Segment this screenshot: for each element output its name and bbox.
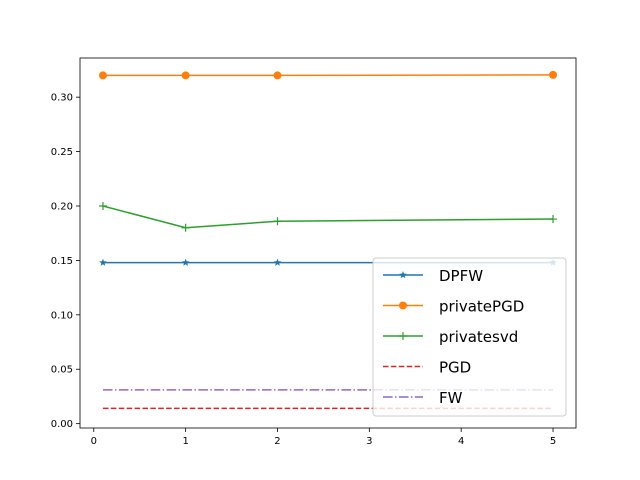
series-privatesvd <box>98 202 558 232</box>
x-tick-label: 5 <box>550 436 556 447</box>
y-tick-label: 0.05 <box>51 365 73 376</box>
data-point-privatesvd <box>98 202 107 210</box>
axes-layer: 0 1 2 3 4 5 0.00 0.05 0.10 0.15 0.20 0.25 0.30 <box>51 93 556 447</box>
legend-box <box>372 257 567 417</box>
x-tick-label: 2 <box>274 436 280 447</box>
data-point-privatePGD <box>273 71 282 80</box>
x-tick-label: 0 <box>91 436 97 447</box>
x-tick-label: 3 <box>366 436 372 447</box>
y-tick-label: 0.15 <box>51 256 73 267</box>
data-point-privatePGD <box>98 71 107 80</box>
legend-label-DPFW: DPFW <box>439 267 483 285</box>
y-tick-label: 0.30 <box>51 93 73 104</box>
series-line-privatePGD <box>102 74 554 77</box>
y-tick-label: 0.00 <box>51 419 73 430</box>
data-point-privatePGD <box>549 70 558 79</box>
y-tick-label: 0.10 <box>51 310 73 321</box>
legend-label-FW: FW <box>439 389 463 407</box>
y-tick-label: 0.25 <box>51 147 73 158</box>
plot-frame <box>79 57 577 429</box>
data-point-DPFW <box>273 258 282 266</box>
legend-label-privatesvd: privatesvd <box>439 328 518 346</box>
data-point-DPFW <box>181 258 190 266</box>
series-privatePGD <box>98 70 558 80</box>
data-point-privatesvd <box>273 217 282 226</box>
legend-marker-privatesvd <box>399 332 407 340</box>
data-point-privatesvd <box>549 215 558 224</box>
x-tick-label: 1 <box>182 436 188 447</box>
legend: DPFW privatePGD privatesvd PGD FW <box>372 257 567 417</box>
legend-label-privatePGD: privatePGD <box>439 298 524 316</box>
legend-marker-privatePGD <box>399 301 407 310</box>
legend-marker-DPFW <box>399 271 407 279</box>
data-point-privatePGD <box>181 71 190 80</box>
series-line-privatesvd <box>102 205 554 229</box>
data-point-DPFW <box>99 258 107 266</box>
x-tick-label: 4 <box>458 436 464 447</box>
data-point-privatesvd <box>181 223 190 232</box>
y-tick-label: 0.20 <box>51 202 73 213</box>
legend-label-PGD: PGD <box>439 359 471 377</box>
